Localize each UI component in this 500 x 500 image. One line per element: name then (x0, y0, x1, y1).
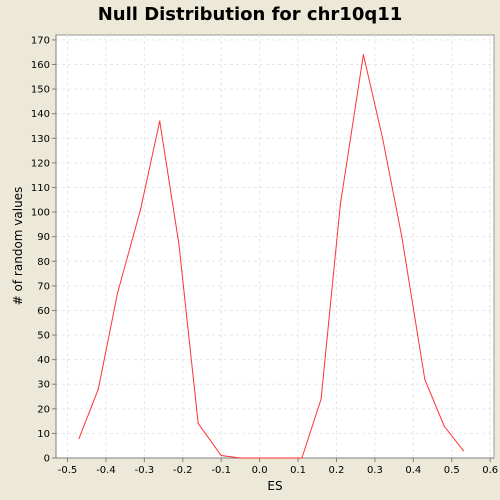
chart-title: Null Distribution for chr10q11 (97, 4, 403, 25)
x-tick-label: 0.5 (444, 465, 460, 476)
data-point (381, 137, 384, 139)
data-point (320, 398, 322, 400)
y-tick-label: 50 (37, 331, 50, 342)
data-point (401, 236, 403, 238)
y-tick-label: 110 (31, 183, 50, 194)
x-axis-ticks: -0.5 -0.4 -0.3 -0.2 -0.1 0.0 0.1 0.2 0.3 0.4 0.5 0.… (58, 458, 498, 476)
y-tick-label: 170 (31, 35, 50, 46)
data-point (159, 120, 161, 122)
data-point (178, 243, 180, 245)
data-point (362, 54, 364, 56)
y-tick-label: 30 (37, 380, 50, 391)
y-tick-label: 70 (37, 281, 50, 292)
x-tick-label: 0.3 (367, 465, 383, 476)
series (78, 54, 464, 459)
y-tick-label: 100 (31, 208, 50, 219)
y-tick-label: 130 (31, 134, 50, 145)
x-tick-label: -0.5 (58, 465, 78, 476)
data-point (97, 388, 99, 390)
data-point (339, 204, 341, 206)
y-tick-label: 120 (31, 158, 50, 169)
y-tick-label: 160 (31, 60, 50, 71)
data-point (443, 425, 445, 427)
data-point (220, 454, 222, 457)
data-point (259, 457, 261, 459)
data-point (462, 450, 464, 452)
data-point (197, 422, 199, 425)
x-tick-label: 0.6 (482, 465, 498, 476)
x-tick-label: 0.4 (405, 465, 421, 476)
x-axis-label: ES (267, 479, 282, 493)
series-line (78, 54, 464, 459)
data-point (116, 292, 119, 294)
y-tick-label: 0 (44, 454, 50, 465)
y-tick-label: 60 (37, 306, 50, 317)
x-tick-label: 0.2 (329, 465, 345, 476)
x-tick-label: 0.1 (290, 465, 306, 476)
data-point (278, 457, 280, 459)
x-tick-label: -0.4 (96, 465, 116, 476)
x-tick-label: -0.2 (173, 465, 193, 476)
y-tick-label: 40 (37, 355, 50, 366)
data-point (301, 457, 303, 459)
y-tick-label: 90 (37, 232, 50, 243)
y-tick-label: 150 (31, 85, 50, 96)
x-tick-label: -0.3 (135, 465, 155, 476)
data-point (424, 378, 426, 380)
y-tick-label: 10 (37, 429, 50, 440)
x-tick-label: -0.1 (211, 465, 231, 476)
y-tick-label: 140 (31, 109, 50, 120)
y-axis-label: # of random values (11, 187, 25, 306)
plot-area (55, 34, 495, 459)
y-tick-label: 20 (37, 404, 50, 415)
data-point (139, 209, 142, 211)
grid (56, 35, 494, 459)
data-point (239, 457, 242, 459)
x-tick-label: 0.0 (252, 465, 268, 476)
y-tick-label: 80 (37, 257, 50, 268)
y-axis-ticks: 0 10 20 30 40 50 60 70 80 90 100 110 120 130 140 150 160… (31, 35, 56, 465)
data-point (78, 437, 80, 439)
